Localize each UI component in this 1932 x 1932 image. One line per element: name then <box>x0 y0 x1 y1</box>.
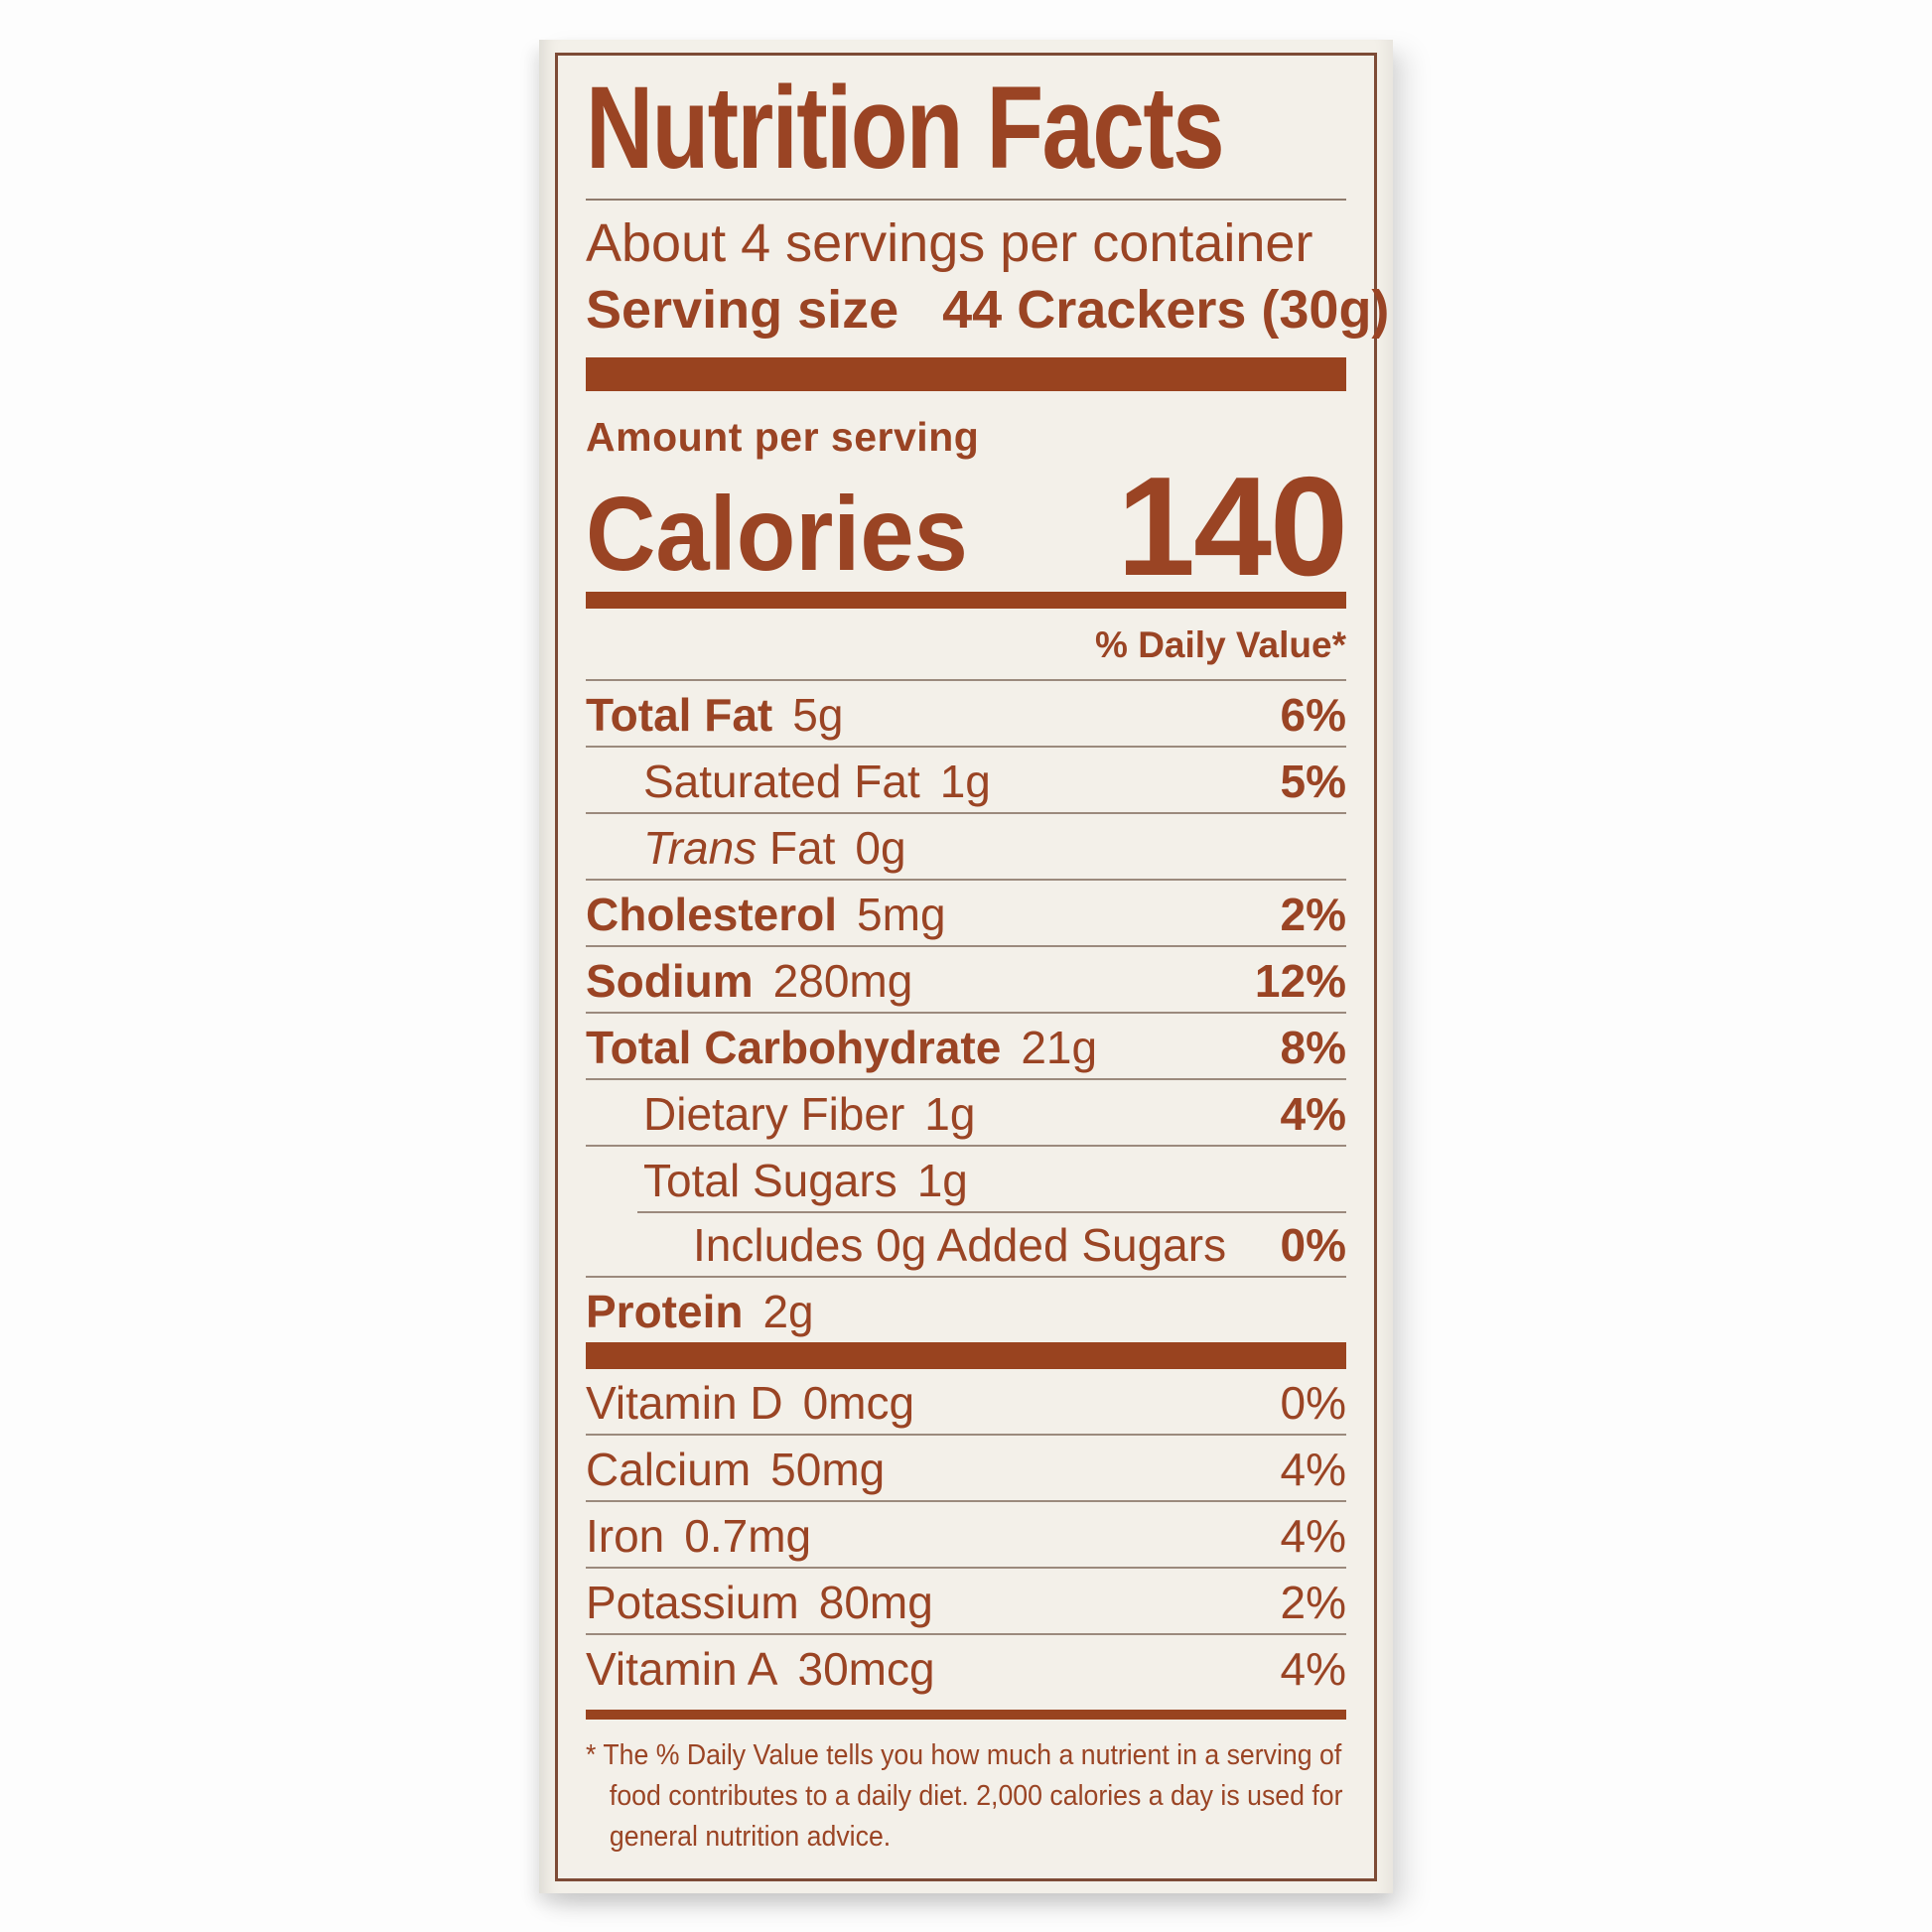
nutrient-name-group: Trans Fat 0g <box>643 822 906 874</box>
nutrient-name: Sodium <box>586 955 754 1007</box>
nutrient-amount: 280mg <box>772 955 913 1007</box>
serving-size-label: Serving size <box>586 280 899 340</box>
vitamin-name-group: Vitamin A 30mcg <box>586 1643 935 1695</box>
nutrient-daily-value: 0% <box>1280 1219 1346 1271</box>
nutrient-name-group: Total Carbohydrate 21g <box>586 1022 1098 1073</box>
nutrient-name-group: Sodium 280mg <box>586 955 913 1007</box>
nutrient-row: Total Carbohydrate 21g 8% <box>586 1012 1346 1078</box>
title-divider <box>586 199 1346 201</box>
vitamin-name-group: Calcium 50mg <box>586 1444 886 1495</box>
nutrient-name: Cholesterol <box>586 889 838 940</box>
nutrient-name: Protein <box>586 1286 744 1337</box>
daily-value-footnote: * The % Daily Value tells you how much a… <box>586 1739 1343 1853</box>
vitamin-name: Iron <box>586 1510 665 1562</box>
vitamin-name-group: Potassium 80mg <box>586 1577 933 1628</box>
nutrient-row: Trans Fat 0g <box>586 812 1346 879</box>
vitamin-name: Vitamin A <box>586 1643 778 1695</box>
nutrient-amount: 1g <box>924 1088 976 1140</box>
nutrient-rows: Total Fat 5g 6% Saturated Fat 1g 5% Trans Fat 0… <box>586 679 1346 1342</box>
vitamin-name: Vitamin D <box>586 1377 783 1429</box>
thin-separator-bar-footnote <box>586 1710 1346 1720</box>
nutrient-name: Total Carbohydrate <box>586 1022 1002 1073</box>
nutrient-amount: 5mg <box>857 889 946 940</box>
nutrient-row: Total Fat 5g 6% <box>586 679 1346 746</box>
nutrition-facts-box: Nutrition Facts About 4 servings per con… <box>555 53 1389 1881</box>
nutrient-name-group: Cholesterol 5mg <box>586 889 946 940</box>
nutrient-row: Sodium 280mg 12% <box>586 945 1346 1012</box>
nutrient-name-group: Total Fat 5g <box>586 689 844 741</box>
thick-separator-bar-vitamins <box>586 1342 1346 1369</box>
nutrient-name-group: Saturated Fat 1g <box>643 756 991 807</box>
nutrient-amount: 0g <box>855 822 906 874</box>
nutrition-facts-title: Nutrition Facts <box>586 69 1346 187</box>
nutrient-daily-value: 6% <box>1280 689 1346 741</box>
servings-per-container: About 4 servings per container <box>586 213 1313 273</box>
nutrient-amount: 2g <box>762 1286 814 1337</box>
nutrient-name: Saturated Fat <box>643 756 920 807</box>
nutrient-row: Total Sugars 1g <box>586 1145 1346 1211</box>
vitamin-daily-value: 4% <box>1280 1510 1346 1562</box>
medium-separator-bar <box>586 592 1346 609</box>
vitamin-name: Potassium <box>586 1577 799 1628</box>
nutrient-amount: 21g <box>1021 1022 1098 1073</box>
nutrient-name: Trans Fat <box>643 822 836 874</box>
vitamin-amount: 0.7mg <box>684 1510 812 1562</box>
thick-separator-bar-top <box>586 357 1346 391</box>
nutrient-name: Total Fat <box>586 689 773 741</box>
nutrient-daily-value: 5% <box>1280 756 1346 807</box>
vitamin-amount: 50mg <box>770 1444 886 1495</box>
vitamin-row: Iron 0.7mg 4% <box>586 1500 1346 1567</box>
nutrient-row: Dietary Fiber 1g 4% <box>586 1078 1346 1145</box>
daily-value-header: % Daily Value* <box>1095 624 1346 665</box>
serving-size-row: Serving size 44 Crackers (30g) <box>586 280 1389 340</box>
nutrient-name-group: Total Sugars 1g <box>643 1155 968 1206</box>
nutrient-row: Protein 2g <box>586 1276 1346 1342</box>
nutrient-row: Saturated Fat 1g 5% <box>586 746 1346 812</box>
nutrient-daily-value: 2% <box>1280 889 1346 940</box>
calories-value: 140 <box>1117 448 1348 607</box>
vitamin-daily-value: 4% <box>1280 1444 1346 1495</box>
vitamin-row: Calcium 50mg 4% <box>586 1434 1346 1500</box>
amount-per-serving-label: Amount per serving <box>586 414 980 460</box>
calories-row: Calories 140 <box>586 448 1348 607</box>
nutrient-daily-value: 8% <box>1280 1022 1346 1073</box>
nutrition-label-panel: Nutrition Facts About 4 servings per con… <box>539 40 1393 1893</box>
vitamin-rows: Vitamin D 0mcg 0% Calcium 50mg 4% Iron 0.7mg 4% P… <box>586 1369 1346 1700</box>
vitamin-daily-value: 2% <box>1280 1577 1346 1628</box>
nutrient-name: Includes 0g Added Sugars <box>693 1219 1227 1271</box>
vitamin-row: Potassium 80mg 2% <box>586 1567 1346 1633</box>
vitamin-daily-value: 4% <box>1280 1643 1346 1695</box>
nutrient-daily-value: 12% <box>1254 955 1346 1007</box>
serving-size-value: 44 Crackers (30g) <box>942 280 1390 340</box>
vitamin-name-group: Vitamin D 0mcg <box>586 1377 915 1429</box>
nutrient-row: Includes 0g Added Sugars 0% <box>586 1211 1346 1276</box>
calories-label: Calories <box>586 476 968 594</box>
nutrient-name-group: Protein 2g <box>586 1286 814 1337</box>
vitamin-amount: 80mg <box>818 1577 933 1628</box>
nutrient-row: Cholesterol 5mg 2% <box>586 879 1346 945</box>
vitamin-row: Vitamin A 30mcg 4% <box>586 1633 1346 1700</box>
vitamin-daily-value: 0% <box>1280 1377 1346 1429</box>
vitamin-amount: 0mcg <box>802 1377 915 1429</box>
nutrient-name-group: Dietary Fiber 1g <box>643 1088 976 1140</box>
nutrient-amount: 1g <box>939 756 991 807</box>
vitamin-amount: 30mcg <box>797 1643 935 1695</box>
vitamin-row: Vitamin D 0mcg 0% <box>586 1369 1346 1434</box>
nutrient-name: Dietary Fiber <box>643 1088 905 1140</box>
nutrient-amount: 1g <box>916 1155 968 1206</box>
nutrition-facts-title-text: Nutrition Facts <box>586 63 1225 194</box>
nutrient-name: Total Sugars <box>643 1155 897 1206</box>
nutrient-amount: 5g <box>792 689 844 741</box>
vitamin-name: Calcium <box>586 1444 752 1495</box>
nutrient-daily-value: 4% <box>1280 1088 1346 1140</box>
nutrient-name-group: Includes 0g Added Sugars <box>693 1219 1227 1271</box>
vitamin-name-group: Iron 0.7mg <box>586 1510 812 1562</box>
